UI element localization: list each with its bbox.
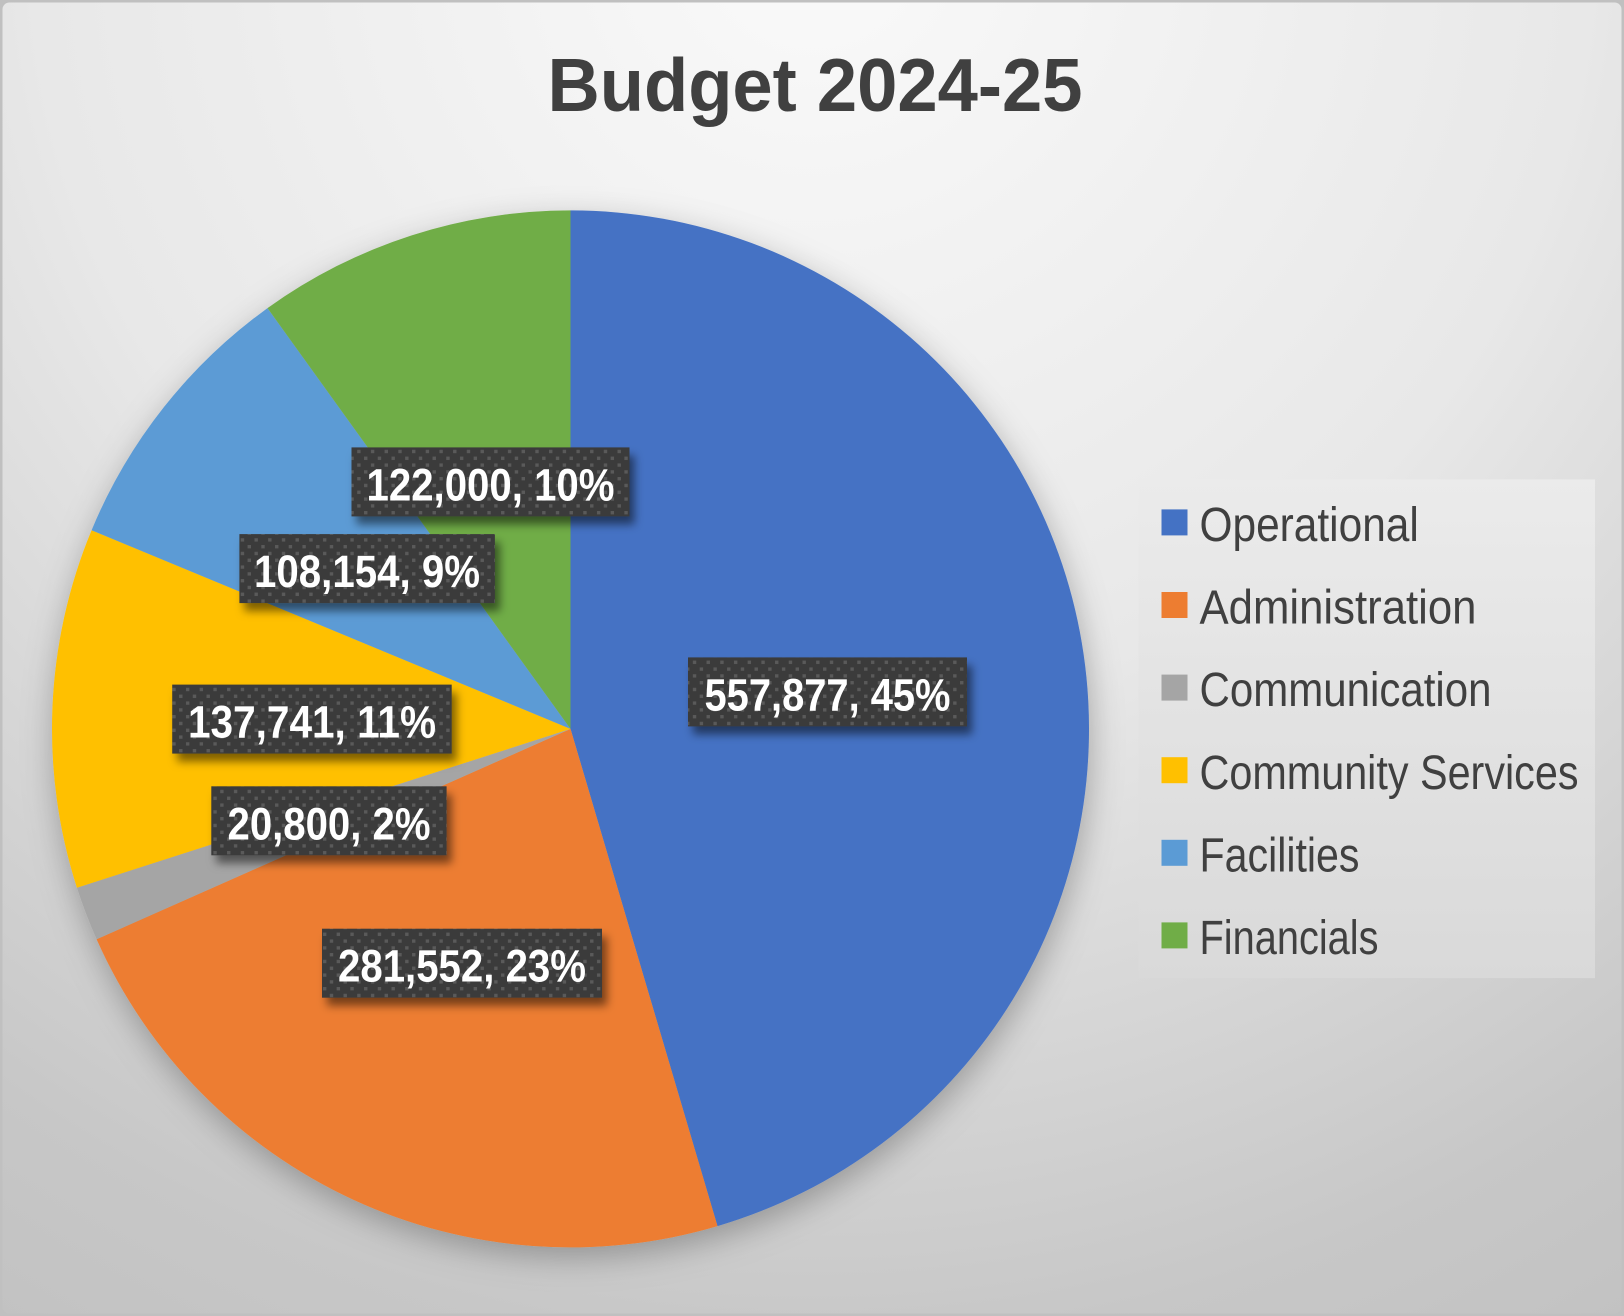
svg-text:Communication: Communication [1200,664,1492,717]
svg-text:557,877, 45%: 557,877, 45% [705,669,951,720]
svg-text:Administration: Administration [1200,582,1477,635]
svg-text:Facilities: Facilities [1200,829,1360,882]
svg-text:108,154, 9%: 108,154, 9% [254,546,480,597]
svg-text:Operational: Operational [1200,499,1419,552]
svg-text:Budget 2024-25: Budget 2024-25 [548,43,1083,127]
svg-text:122,000, 10%: 122,000, 10% [367,459,615,510]
svg-text:281,552, 23%: 281,552, 23% [338,941,586,992]
svg-text:137,741, 11%: 137,741, 11% [188,697,436,748]
svg-text:Community Services: Community Services [1200,747,1579,800]
svg-text:Financials: Financials [1200,912,1379,965]
svg-text:20,800, 2%: 20,800, 2% [228,798,431,849]
